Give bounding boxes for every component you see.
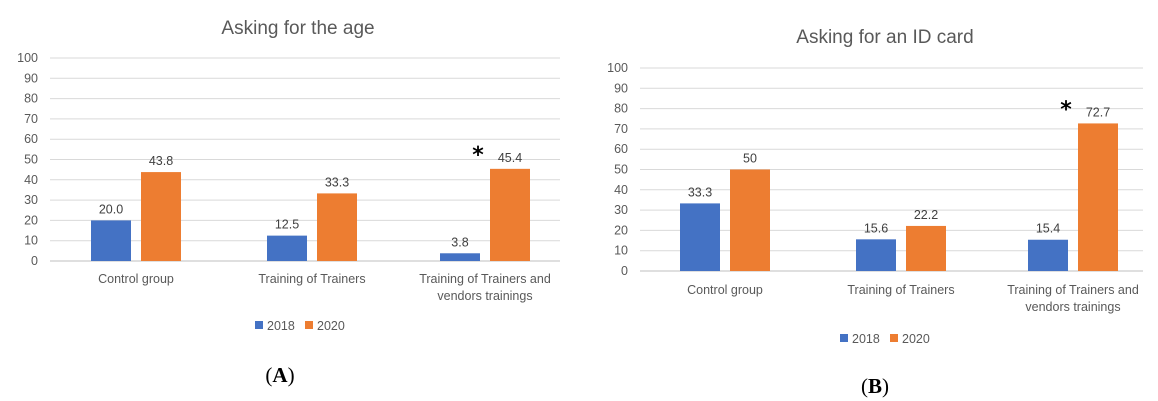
chart-b-data-label: 15.6 (864, 221, 888, 235)
chart-a-panel-label-part: ) (288, 363, 295, 387)
chart-a-title: Asking for the age (221, 18, 374, 39)
chart-b-y-tick-label: 60 (614, 142, 628, 156)
chart-b-legend-label: 2020 (902, 332, 930, 346)
chart-b-panel-label-part: ( (861, 374, 868, 398)
chart-b-panel-label-part: B (868, 374, 882, 398)
chart-b-category-label: Training of Trainers (847, 283, 954, 297)
chart-b-y-tick-label: 90 (614, 81, 628, 95)
chart-b-y-tick-label: 70 (614, 122, 628, 136)
chart-b-y-tick-label: 20 (614, 223, 628, 237)
chart-a-legend-swatch-2020 (305, 321, 313, 329)
chart-b-y-tick-label: 0 (621, 264, 628, 278)
chart-a-bar-2020-2 (490, 168, 530, 261)
chart-b-category-label: Training of Trainers and (1007, 283, 1139, 297)
chart-panel-b: Asking for an ID card 0 10 20 30 40 50 60 70 80 90… (590, 0, 1158, 401)
chart-a-category-label: Training of Trainers (258, 272, 365, 286)
chart-b-panel-label-part: ) (882, 374, 889, 398)
chart-b-y-tick-label: 30 (614, 203, 628, 217)
chart-b-data-label: 50 (743, 152, 757, 166)
chart-b-legend-swatch-2020 (890, 334, 898, 342)
chart-b-y-tick-label: 40 (614, 183, 628, 197)
chart-a-category-label: Training of Trainers and (419, 272, 551, 286)
chart-a-svg: Asking for the age 0 10 20 30 40 50 60 70 80 90 100… (17, 18, 560, 387)
chart-b-y-tick-label: 50 (614, 163, 628, 177)
chart-b-bar-2018-2 (1028, 239, 1068, 271)
chart-b-data-label: 33.3 (688, 185, 712, 199)
chart-b-bar-2018-0 (680, 203, 720, 271)
chart-a-bar-2020-1 (317, 193, 357, 261)
chart-b-bar-2020-1 (906, 225, 946, 271)
chart-b-panel-label: (B) (861, 374, 889, 398)
chart-a-y-tick-label: 100 (17, 51, 38, 65)
chart-a-y-tick-label: 70 (24, 112, 38, 126)
chart-a-y-tick-label: 50 (24, 153, 38, 167)
chart-a-significance-star: * (472, 143, 484, 168)
chart-a-data-label: 3.8 (451, 235, 468, 249)
chart-b-category-label: vendors trainings (1025, 300, 1120, 314)
chart-a-panel-label-part: A (272, 363, 288, 387)
chart-a-bar-2020-0 (141, 172, 181, 261)
chart-b-data-label: 72.7 (1086, 105, 1110, 119)
chart-a-data-label: 33.3 (325, 175, 349, 189)
chart-b-data-label: 22.2 (914, 208, 938, 222)
chart-b-bar-2020-2 (1078, 123, 1118, 271)
chart-panel-a: Asking for the age 0 10 20 30 40 50 60 70 80 90 100… (17, 18, 560, 387)
chart-a-y-tick-label: 20 (24, 213, 38, 227)
chart-b-legend-swatch-2018 (840, 334, 848, 342)
chart-a-data-label: 43.8 (149, 154, 173, 168)
chart-a-data-label: 20.0 (99, 202, 123, 216)
chart-a-category-label: vendors trainings (437, 289, 532, 303)
chart-b-y-tick-label: 100 (607, 61, 628, 75)
chart-a-y-tick-label: 10 (24, 234, 38, 248)
chart-a-y-tick-label: 40 (24, 173, 38, 187)
chart-a-y-tick-label: 30 (24, 193, 38, 207)
chart-a-data-label: 45.4 (498, 151, 522, 165)
chart-a-legend-label: 2020 (317, 319, 345, 333)
chart-b-bar-2018-1 (856, 239, 896, 271)
chart-b-y-tick-label: 10 (614, 244, 628, 258)
chart-b-category-label: Control group (687, 283, 763, 297)
chart-a-bar-2018-1 (267, 235, 307, 261)
chart-b-significance-star: * (1060, 97, 1072, 122)
chart-a-data-label: 12.5 (275, 218, 299, 232)
chart-a-legend-swatch-2018 (255, 321, 263, 329)
chart-a-category-label: Control group (98, 272, 174, 286)
chart-b-svg: Asking for an ID card 0 10 20 30 40 50 60 70 80 90… (607, 27, 1143, 398)
chart-a-panel-label: (A) (265, 363, 294, 387)
chart-b-y-tick-label: 80 (614, 102, 628, 116)
chart-a-bar-2018-2 (440, 253, 480, 261)
chart-a-panel-label-part: ( (265, 363, 272, 387)
chart-a-y-tick-label: 90 (24, 71, 38, 85)
chart-b-data-label: 15.4 (1036, 222, 1060, 236)
chart-a-bar-2018-0 (91, 220, 131, 261)
chart-a-y-tick-label: 0 (31, 254, 38, 268)
chart-b-legend-label: 2018 (852, 332, 880, 346)
chart-a-y-tick-label: 60 (24, 132, 38, 146)
chart-a-legend-label: 2018 (267, 319, 295, 333)
chart-a-y-tick-label: 80 (24, 92, 38, 106)
chart-b-title: Asking for an ID card (796, 27, 973, 48)
chart-b-bar-2020-0 (730, 169, 770, 271)
